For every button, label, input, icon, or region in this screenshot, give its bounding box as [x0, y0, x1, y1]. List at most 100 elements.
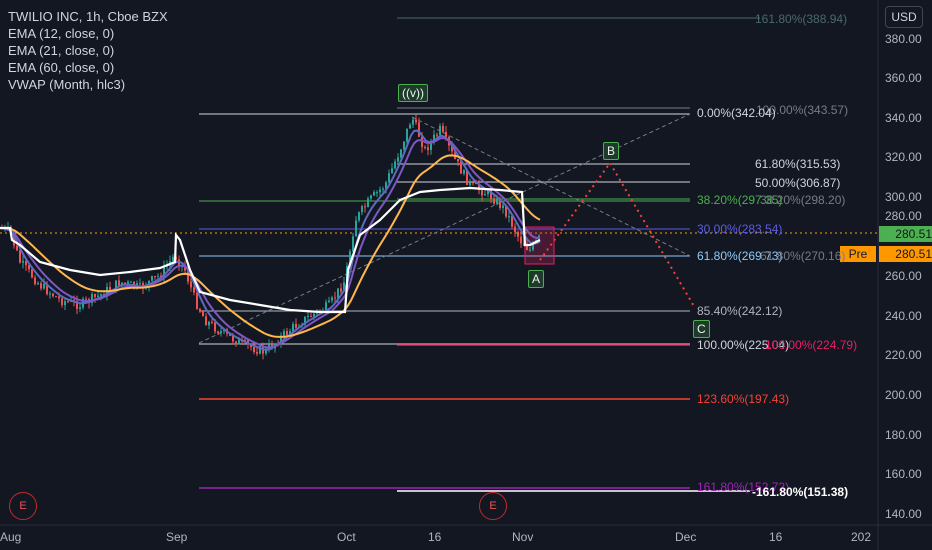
- candle-body: [373, 192, 375, 196]
- candle-body: [520, 236, 522, 244]
- candle-body: [190, 281, 192, 288]
- candle-body: [13, 234, 15, 246]
- candle-body: [325, 302, 327, 311]
- candle-body: [331, 297, 333, 301]
- y-tick: 180.00: [885, 428, 922, 442]
- indicator-vwap[interactable]: VWAP (Month, hlc3): [8, 77, 126, 92]
- candle-body: [496, 198, 498, 204]
- candle-body: [25, 260, 27, 266]
- y-tick: 160.00: [885, 467, 922, 481]
- candle-body: [265, 348, 267, 354]
- candle-body: [109, 286, 111, 291]
- candle-body: [466, 170, 468, 185]
- candle-body: [76, 301, 78, 309]
- candle-body: [283, 331, 285, 336]
- candle-body: [211, 321, 213, 323]
- candle-body: [64, 301, 66, 306]
- wave-label-a[interactable]: A: [528, 270, 545, 288]
- fib-label: 161.80%(388.94): [755, 12, 848, 26]
- candle-body: [118, 280, 120, 286]
- candle-body: [343, 282, 345, 292]
- candle-body: [52, 293, 54, 297]
- candle-body: [361, 206, 363, 213]
- candle-body: [517, 232, 519, 237]
- fib-levels[interactable]: [0, 17, 878, 492]
- candle-body: [232, 335, 234, 342]
- wave-projection[interactable]: [539, 161, 696, 309]
- candle-body: [22, 260, 24, 263]
- fib-label: -161.80%(151.38): [752, 485, 849, 499]
- fib-label: 85.40%(242.12): [697, 304, 783, 318]
- candle-body: [430, 141, 432, 151]
- candle-body: [409, 124, 411, 129]
- candle-body: [442, 125, 444, 132]
- candle-body: [130, 281, 132, 283]
- fib-label: 38.20%(297.35): [697, 193, 783, 207]
- candle-body: [115, 280, 117, 290]
- fib-label: 38.20%(298.20): [760, 193, 846, 207]
- candle-body: [313, 313, 315, 317]
- symbol-title[interactable]: TWILIO INC, 1h, Cboe BZX: [8, 9, 168, 24]
- indicator-ema21[interactable]: EMA (21, close, 0): [8, 43, 115, 58]
- candle-body: [439, 125, 441, 135]
- fib-label: 61.80%(315.53): [755, 157, 841, 171]
- fib-label: 0.00%(342.04): [697, 106, 776, 120]
- indicator-ema12[interactable]: EMA (12, close, 0): [8, 26, 115, 41]
- earnings-marker[interactable]: E: [9, 492, 37, 520]
- candle-body: [220, 331, 222, 334]
- fib-label: 50.00%(306.87): [755, 176, 841, 190]
- candle-body: [124, 282, 126, 284]
- candle-body: [490, 190, 492, 199]
- candle-body: [502, 205, 504, 208]
- candle-body: [310, 315, 312, 317]
- candle-body: [193, 287, 195, 293]
- indicator-ema60[interactable]: EMA (60, close, 0): [8, 60, 115, 75]
- candle-body: [280, 335, 282, 345]
- y-tick: 340.00: [885, 111, 922, 125]
- candle-body: [334, 297, 336, 299]
- candle-body: [58, 296, 60, 299]
- candle-body: [391, 168, 393, 174]
- premarket-price-tag: 280.51: [879, 246, 932, 262]
- wave-label-b[interactable]: B: [603, 142, 620, 160]
- candle-body: [367, 198, 369, 207]
- candle-body: [34, 277, 36, 285]
- candle-body: [217, 331, 219, 334]
- ema-21-line: [0, 137, 540, 349]
- candle-body: [445, 131, 447, 138]
- candle-body: [403, 141, 405, 150]
- candle-body: [202, 311, 204, 317]
- fib-label: 30.00%(283.54): [697, 222, 783, 236]
- candle-body: [388, 173, 390, 183]
- candle-body: [238, 339, 240, 345]
- candle-body: [436, 134, 438, 136]
- y-tick: 300.00: [885, 190, 922, 204]
- candle-body: [244, 339, 246, 341]
- candle-body: [418, 122, 420, 137]
- x-tick: Nov: [512, 530, 534, 544]
- fib-label: 161.80%(152.72): [697, 480, 790, 494]
- candle-body: [49, 293, 51, 295]
- currency-button[interactable]: USD: [885, 6, 923, 28]
- candle-body: [250, 344, 252, 348]
- earnings-marker[interactable]: E: [479, 492, 507, 520]
- candle-body: [205, 316, 207, 326]
- candle-body: [196, 292, 198, 309]
- wave-label-v[interactable]: ((v)): [398, 84, 428, 102]
- y-tick: 380.00: [885, 32, 922, 46]
- candle-body: [457, 158, 459, 162]
- candle-body: [415, 119, 417, 123]
- x-tick: 16: [428, 530, 442, 544]
- wave-label-c[interactable]: C: [693, 320, 710, 338]
- candle-body: [16, 245, 18, 251]
- candle-body: [337, 288, 339, 299]
- fib-label: 61.80%(270.16): [760, 249, 846, 263]
- candle-body: [493, 198, 495, 204]
- last-price-tag: 280.51: [879, 226, 932, 242]
- candle-body: [97, 295, 99, 297]
- trend-line-down[interactable]: [411, 116, 691, 257]
- candle-body: [433, 134, 435, 142]
- candle-body: [259, 346, 261, 354]
- fib-label: 100.00%(343.57): [756, 103, 849, 117]
